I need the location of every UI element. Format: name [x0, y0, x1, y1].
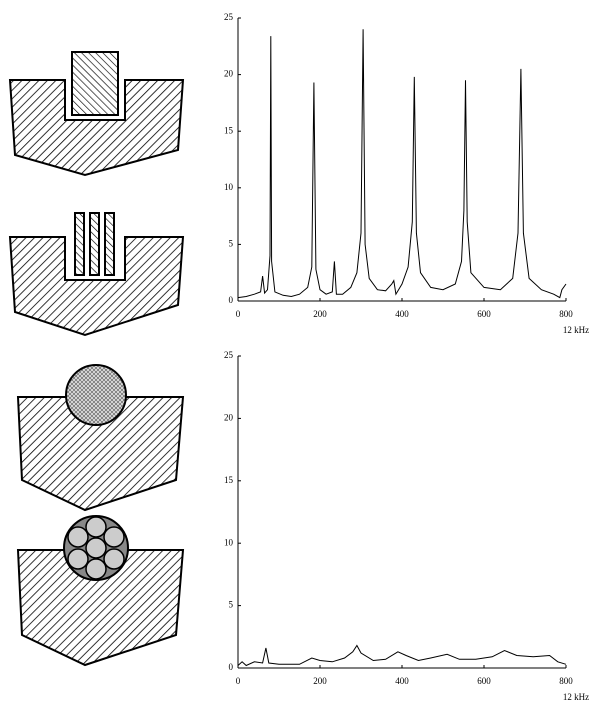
x-tick-label: 400: [395, 676, 409, 686]
diagrams: [8, 51, 185, 667]
spectrum-line: [237, 644, 567, 667]
strand-bar: [89, 212, 100, 276]
y-tick-label: 25: [224, 350, 234, 360]
x-axis-label: 12 kHz: [563, 325, 589, 335]
x-tick-label: 0: [236, 676, 241, 686]
y-tick-label: 0: [229, 295, 234, 305]
strand: [85, 558, 107, 580]
x-tick-label: 0: [236, 309, 241, 319]
solid-conductor: [65, 364, 127, 426]
x-tick-label: 800: [559, 309, 573, 319]
y-tick-label: 20: [224, 412, 234, 422]
strand: [103, 526, 125, 548]
x-tick-label: 800: [559, 676, 573, 686]
x-tick-label: 200: [313, 309, 327, 319]
y-tick-label: 25: [224, 12, 234, 22]
y-tick-label: 5: [229, 238, 234, 248]
y-tick-label: 10: [224, 537, 234, 547]
strand: [85, 516, 107, 538]
strands: [67, 516, 125, 580]
y-tick-label: 5: [229, 600, 234, 610]
y-tick-label: 10: [224, 182, 234, 192]
x-tick-label: 600: [477, 676, 491, 686]
strand-bar: [74, 212, 85, 276]
base-round: [16, 396, 185, 512]
base-round: [16, 549, 185, 667]
strand: [103, 548, 125, 570]
strand: [67, 548, 89, 570]
base-slot: [8, 236, 185, 337]
base-slot: [8, 79, 185, 177]
y-tick-label: 0: [229, 662, 234, 672]
strand-bar: [104, 212, 115, 276]
y-tick-label: 15: [224, 475, 234, 485]
x-tick-label: 200: [313, 676, 327, 686]
strand: [67, 526, 89, 548]
x-tick-label: 400: [395, 309, 409, 319]
strand: [85, 537, 107, 559]
y-tick-label: 20: [224, 69, 234, 79]
spectrum-line: [237, 29, 567, 299]
x-tick-label: 600: [477, 309, 491, 319]
solid-bar: [71, 51, 119, 116]
y-tick-label: 15: [224, 125, 234, 135]
x-axis-label: 12 kHz: [563, 692, 589, 702]
